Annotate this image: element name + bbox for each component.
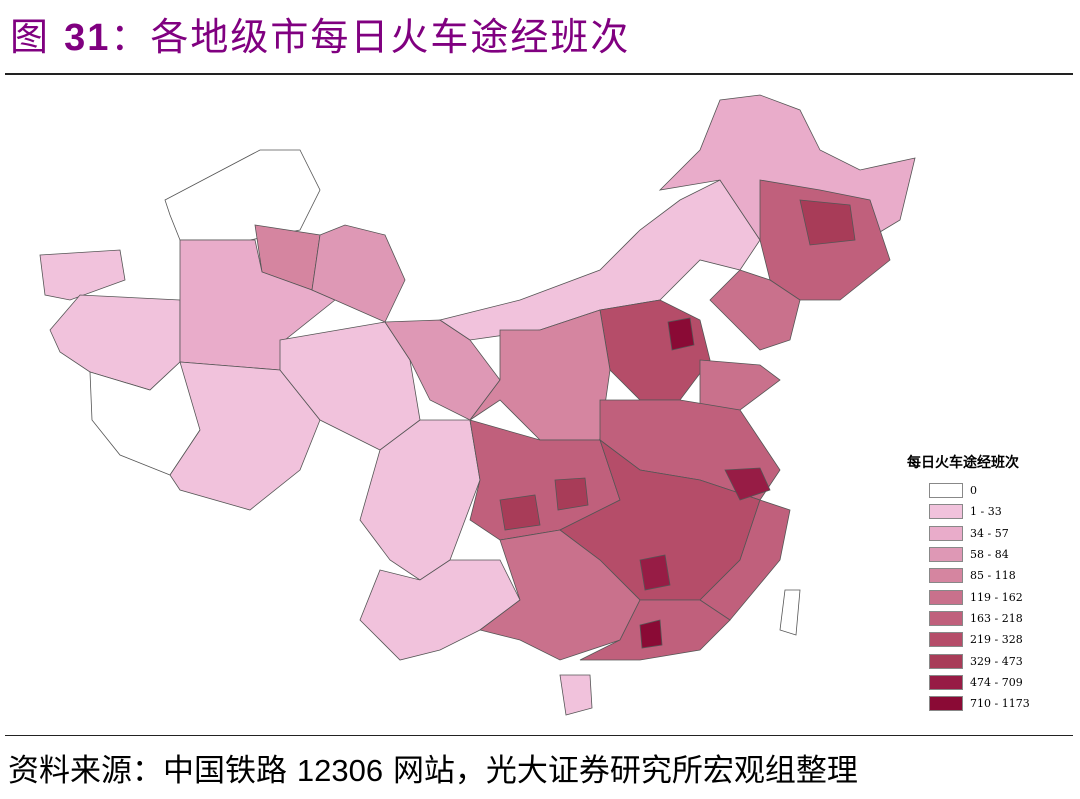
legend-label: 710 - 1173 <box>970 697 1030 711</box>
legend-swatch <box>929 547 963 563</box>
figure-label: 图 <box>10 15 51 59</box>
legend-label: 329 - 473 <box>970 654 1023 668</box>
legend-label: 0 <box>970 484 977 498</box>
legend-swatch <box>929 610 963 626</box>
legend-swatch <box>929 504 963 520</box>
map-region <box>779 589 801 636</box>
legend-swatch <box>929 525 963 541</box>
legend-item: 329 - 473 <box>929 650 1030 671</box>
figure-title: 图 31：各地级市每日火车途经班次 <box>10 6 630 61</box>
bottom-divider <box>5 735 1073 736</box>
figure-title-text: ：各地级市每日火车途经班次 <box>110 15 631 59</box>
legend-swatch <box>929 483 963 499</box>
map-region <box>164 149 321 241</box>
legend-swatch <box>929 632 963 648</box>
map-region <box>639 619 663 649</box>
legend-label: 163 - 218 <box>970 611 1023 625</box>
legend-item: 34 - 57 <box>929 523 1030 544</box>
legend-label: 119 - 162 <box>970 590 1023 604</box>
legend-item: 710 - 1173 <box>929 693 1030 714</box>
china-choropleth-map <box>39 94 916 716</box>
figure-number: 31 <box>64 17 111 59</box>
legend-title: 每日火车途经班次 <box>907 455 1019 471</box>
legend-item: 163 - 218 <box>929 608 1030 629</box>
legend-item: 0 <box>929 480 1030 501</box>
source-prefix: 资料来源：中国铁路 <box>8 753 287 789</box>
map-region <box>639 554 671 591</box>
map-region <box>709 269 801 351</box>
top-divider <box>5 73 1073 75</box>
legend-item: 119 - 162 <box>929 586 1030 607</box>
map-region <box>559 674 593 716</box>
source-note: 资料来源：中国铁路 12306 网站，光大证券研究所宏观组整理 <box>8 745 858 790</box>
map-region <box>554 477 589 511</box>
legend-item: 1 - 33 <box>929 501 1030 522</box>
legend-swatch <box>929 568 963 584</box>
source-suffix: 网站，光大证券研究所宏观组整理 <box>392 753 858 789</box>
legend-swatch <box>929 653 963 669</box>
legend-label: 34 - 57 <box>970 526 1009 540</box>
map-region <box>667 317 695 351</box>
map-region <box>479 529 641 661</box>
legend-item: 58 - 84 <box>929 544 1030 565</box>
map-region <box>499 494 541 531</box>
map-region <box>699 359 781 411</box>
legend-swatch <box>929 696 963 712</box>
legend-label: 85 - 118 <box>970 569 1016 583</box>
source-number: 12306 <box>296 753 384 788</box>
legend-item: 219 - 328 <box>929 629 1030 650</box>
legend-label: 219 - 328 <box>970 633 1023 647</box>
map-legend: 每日火车途经班次 0 1 - 33 34 - 57 58 - 84 85 - 118 11… <box>905 452 1030 714</box>
map-region <box>599 299 711 401</box>
map-region <box>39 249 126 301</box>
legend-label: 474 - 709 <box>970 675 1023 689</box>
legend-item: 474 - 709 <box>929 672 1030 693</box>
legend-swatch <box>929 589 963 605</box>
map-region <box>311 224 406 323</box>
legend-swatch <box>929 674 963 690</box>
legend-label: 1 - 33 <box>970 505 1002 519</box>
map-region <box>724 467 771 501</box>
legend-item: 85 - 118 <box>929 565 1030 586</box>
map-region <box>359 559 521 661</box>
legend-label: 58 - 84 <box>970 548 1009 562</box>
map-region <box>799 199 856 246</box>
map-region <box>49 294 181 391</box>
map-region <box>179 239 336 371</box>
